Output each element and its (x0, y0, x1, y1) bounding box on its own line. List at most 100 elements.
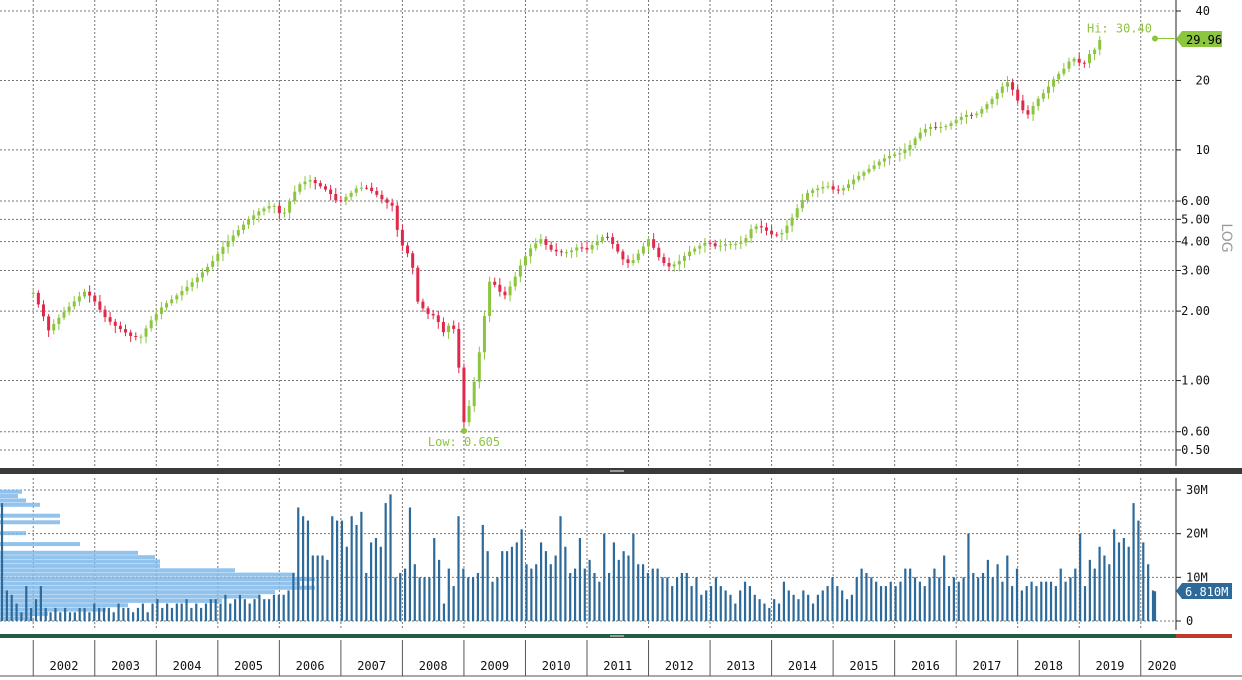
volume-bar (705, 590, 708, 621)
volume-bar (73, 612, 76, 621)
volume-bar (991, 577, 994, 621)
candle-body (775, 234, 779, 236)
volume-bar (282, 594, 285, 621)
bottom-divider[interactable] (0, 634, 1176, 638)
candle-body (713, 243, 717, 247)
bottom-divider-right (1176, 634, 1232, 638)
volume-bar (535, 564, 538, 621)
volume-bar (1137, 520, 1140, 621)
candle-body (318, 183, 322, 187)
candle-body (595, 240, 599, 246)
price-tick-label: 0.60 (1181, 425, 1210, 439)
volume-bar (132, 612, 135, 621)
volume-bar (743, 581, 747, 621)
volume-bar (709, 586, 713, 621)
volume-profile-bar (0, 520, 60, 525)
volume-bar (413, 564, 416, 621)
candle-body (226, 241, 230, 247)
volume-bar (117, 603, 120, 621)
volume-bar (321, 555, 324, 621)
volume-bar (622, 551, 625, 621)
candle-body (554, 249, 558, 252)
volume-bar (637, 564, 640, 621)
candle-body (852, 179, 856, 185)
volume-bar (39, 586, 42, 621)
candle-body (723, 244, 727, 246)
candle-body (652, 239, 656, 248)
candle-body (959, 117, 963, 120)
candle-body (816, 188, 820, 191)
volume-bar (913, 577, 917, 621)
volume-bar (0, 503, 4, 621)
volume-axis: 0 10M 20M 30M (1175, 478, 1208, 630)
candle-body (1067, 61, 1071, 69)
volume-bar (379, 546, 382, 621)
volume-profile-bar (0, 489, 22, 494)
candle-body (1077, 58, 1081, 63)
volume-bar (938, 577, 941, 621)
candle-body (103, 309, 107, 318)
volume-bar (316, 555, 319, 621)
volume-profile-bar (0, 513, 60, 518)
candle-body (939, 126, 943, 128)
candle-body (144, 328, 148, 337)
candle-body (862, 172, 866, 176)
price-tick-label: 5.00 (1181, 212, 1210, 226)
volume-bar-last (1153, 591, 1157, 621)
volume-bar (102, 607, 106, 621)
volume-bar (564, 546, 567, 621)
candle-body (406, 245, 410, 254)
candle-body (1011, 82, 1015, 90)
candle-body (575, 247, 579, 251)
candle-body (662, 257, 666, 264)
price-tick-label: 10 (1196, 143, 1210, 157)
candle-body (570, 250, 574, 253)
volume-bar (141, 603, 144, 621)
candle-body (41, 304, 45, 317)
candle-body (139, 336, 143, 338)
volume-bar (1142, 542, 1145, 621)
volume-bar (1020, 590, 1023, 621)
candle-body (934, 126, 938, 128)
volume-bar (234, 599, 237, 621)
candle-body (216, 253, 220, 262)
candle-body (1041, 93, 1045, 99)
volume-bar (136, 607, 140, 621)
volume-bar (578, 538, 582, 621)
candle-body (431, 313, 435, 316)
volume-bar (777, 603, 781, 621)
year-label: 2015 (849, 659, 878, 673)
candle-body (1021, 100, 1025, 111)
volume-bar (549, 564, 552, 621)
candle-body (298, 184, 302, 192)
candle-body (872, 165, 876, 169)
volume-bar (403, 568, 407, 621)
candle-body (344, 196, 348, 201)
candle-body (790, 217, 794, 226)
volume-bar (923, 586, 926, 621)
candle-body (657, 247, 661, 258)
candle-body (759, 226, 763, 228)
volume-bar (787, 590, 790, 621)
candle-body (990, 98, 994, 105)
volume-bar (875, 581, 878, 621)
volume-bar (326, 559, 329, 621)
volume-bar (471, 577, 475, 621)
volume-bar (297, 507, 300, 621)
volume-bar (83, 607, 86, 621)
volume-profile-bar (0, 502, 40, 507)
candle-body (1057, 73, 1061, 80)
candle-body (452, 325, 456, 329)
volume-bar (277, 594, 280, 621)
volume-bar (30, 607, 33, 621)
volume-bar (753, 594, 756, 621)
candle-body (77, 296, 81, 302)
candle-body (447, 325, 451, 333)
volume-bar (724, 590, 727, 621)
price-axis: 0.50 0.60 1.00 2.00 3.00 4.00 5.00 6.00 10 20 40 (1175, 0, 1210, 466)
candle-body (544, 239, 548, 245)
volume-bar (671, 586, 674, 621)
volume-bar (569, 572, 572, 621)
volume-bar (195, 603, 198, 621)
volume-bar (996, 564, 999, 621)
